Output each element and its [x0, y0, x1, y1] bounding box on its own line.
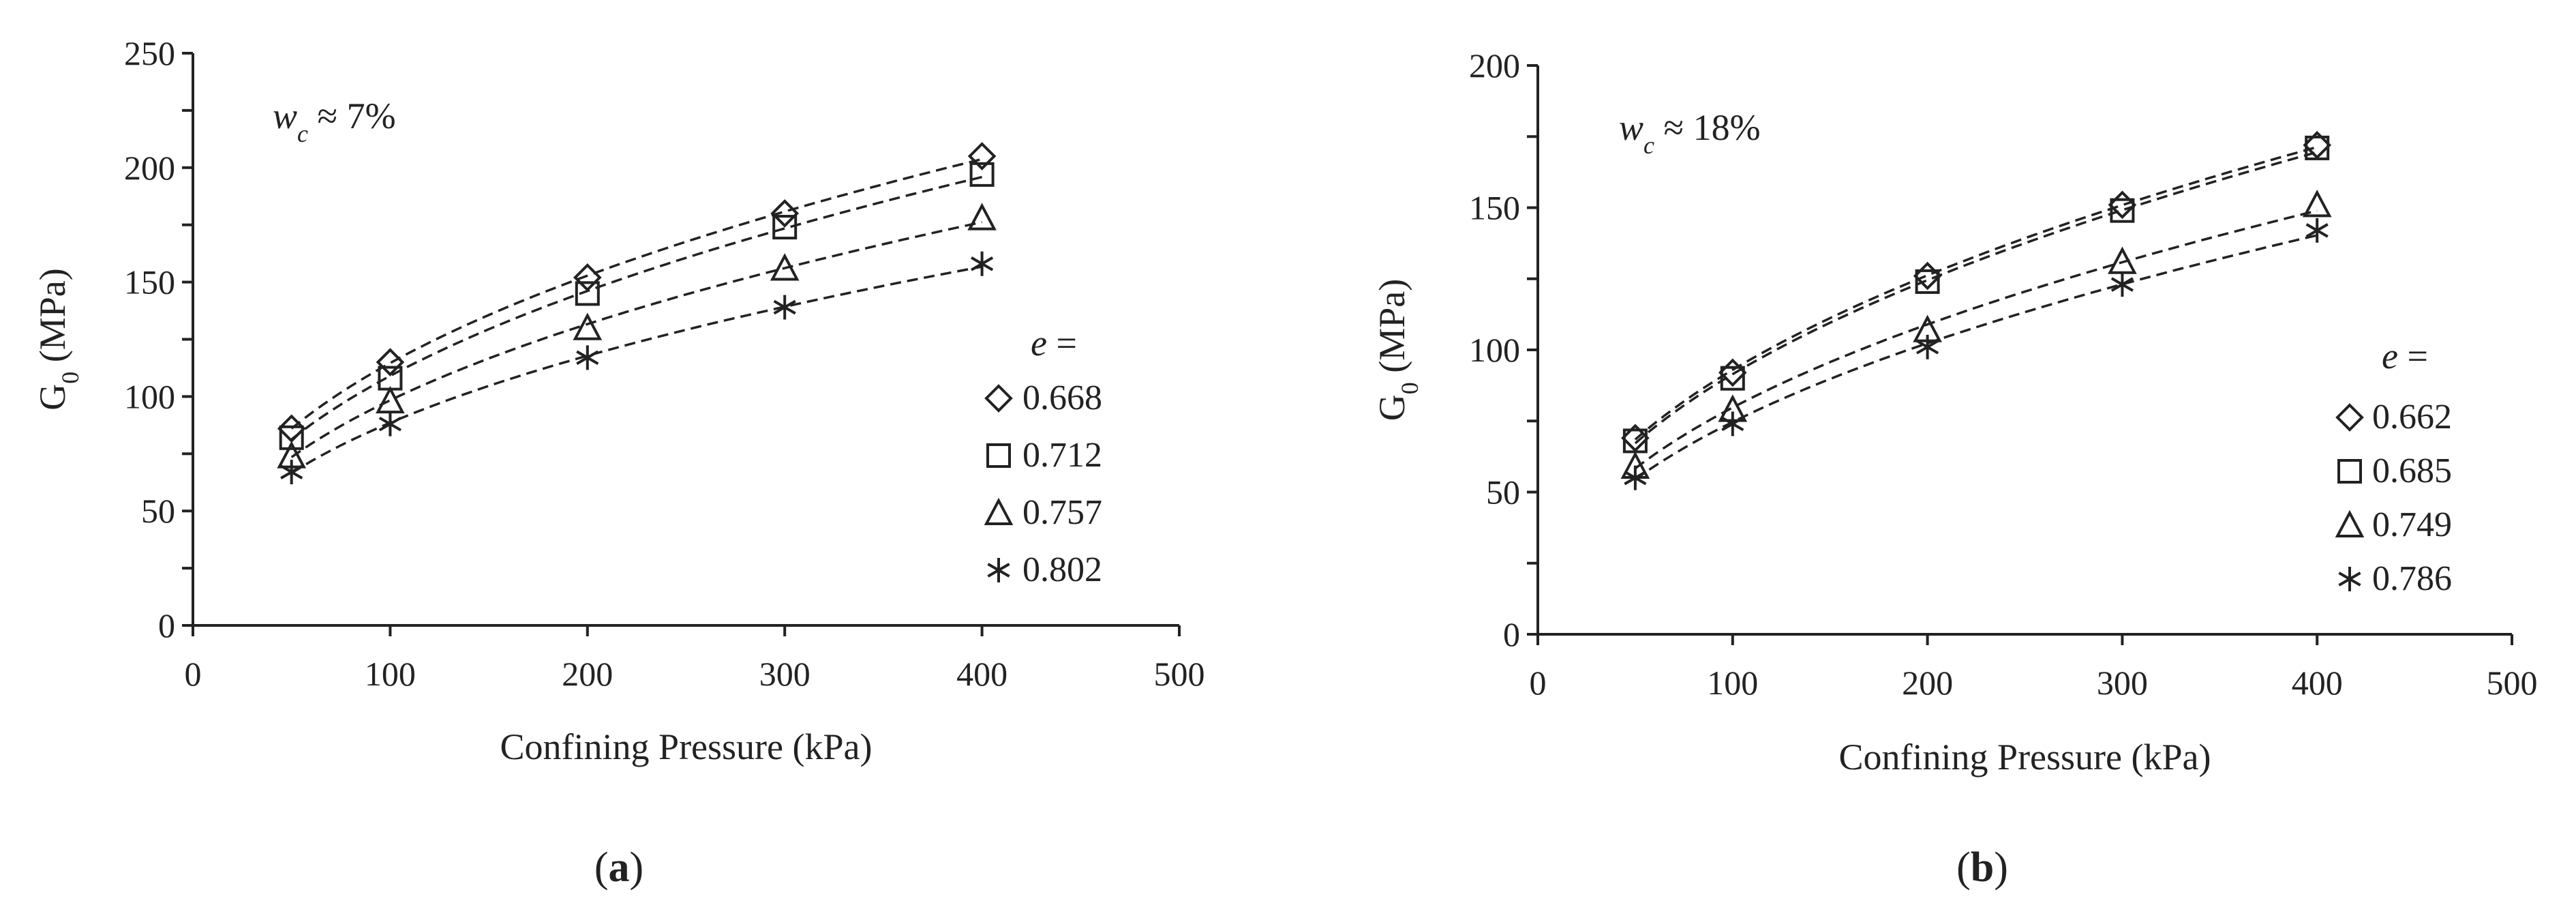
series-0.757: [277, 203, 997, 469]
trendline: [290, 175, 983, 441]
x-tick-label: 400: [956, 655, 1007, 693]
panel-label: (a): [594, 844, 643, 891]
legend-marker: [2335, 403, 2364, 432]
x-tick-label: 500: [1154, 655, 1205, 693]
data-point: [573, 263, 602, 292]
legend-label: 0.712: [1022, 436, 1102, 475]
moisture-annotation: wc ≈ 7%: [273, 95, 396, 147]
legend-label: 0.786: [2372, 559, 2452, 598]
y-tick-label: 50: [1486, 473, 1520, 512]
legend-label: 0.668: [1022, 379, 1102, 417]
data-point: [1621, 424, 1650, 453]
series-0.802: [280, 251, 994, 485]
data-point: [2110, 198, 2135, 223]
legend-title: e =: [1031, 323, 1077, 364]
data-point: [376, 348, 405, 376]
data-point: [2305, 135, 2330, 160]
y-tick-label: 0: [158, 606, 175, 645]
x-tick-label: 0: [185, 655, 202, 693]
trendline: [1634, 209, 2318, 470]
data-point: [279, 425, 304, 450]
y-axis-title: G0 (MPa): [1372, 279, 1423, 421]
y-axis-title: G0 (MPa): [32, 268, 84, 410]
data-point: [573, 312, 603, 340]
legend-marker: [984, 384, 1013, 413]
legend-marker: [986, 443, 1011, 468]
legend-label: 0.749: [2372, 505, 2452, 544]
trendline: [1634, 145, 2318, 441]
series-0.685: [1622, 135, 2330, 454]
moisture-annotation: wc ≈ 18%: [1619, 107, 1761, 159]
trendline: [290, 265, 982, 475]
data-point: [770, 253, 800, 281]
series-0.749: [1620, 190, 2332, 479]
data-point: [1721, 411, 1744, 436]
trendline: [290, 158, 983, 430]
series-0.786: [1624, 218, 2329, 490]
y-tick-label: 50: [141, 492, 175, 530]
data-point: [1720, 366, 1745, 391]
legend-label: 0.662: [2372, 398, 2452, 436]
legend-marker: [2337, 459, 2362, 484]
data-point: [2303, 130, 2332, 160]
legend-marker: [987, 558, 1010, 582]
panel-label: (b): [1956, 844, 2008, 891]
data-point: [2305, 218, 2329, 243]
data-point: [576, 345, 599, 370]
chart-panel-a: 0 50 100 150 200 250 0 100 200 300 400 500 Confining…: [32, 34, 1205, 891]
chart-panel-b: 0 50 100 150 200 0 100 200 300 400 500 Confining Pr…: [1372, 46, 2538, 891]
data-point: [772, 215, 798, 240]
y-tick-label: 150: [1469, 189, 1520, 227]
data-point: [2110, 272, 2134, 297]
data-point: [971, 251, 994, 276]
legend-title: e =: [2382, 336, 2428, 376]
data-point: [770, 199, 800, 228]
data-point: [1915, 269, 1940, 294]
x-tick-label: 400: [2292, 664, 2343, 702]
legend-marker: [2335, 509, 2365, 537]
y-tick-label: 200: [1469, 46, 1520, 85]
x-tick-label: 200: [1902, 664, 1953, 702]
data-point: [2302, 190, 2332, 218]
y-tick-label: 100: [124, 377, 175, 415]
y-tick-label: 200: [124, 149, 175, 187]
data-point: [376, 385, 405, 414]
y-tick-label: 250: [124, 34, 175, 72]
x-axis-title: Confining Pressure (kPa): [1839, 737, 2211, 778]
data-point: [969, 162, 995, 187]
data-point: [575, 281, 600, 306]
data-point: [1624, 465, 1647, 490]
legend-label: 0.685: [2372, 451, 2452, 490]
data-point: [378, 411, 401, 436]
x-tick-label: 300: [759, 655, 810, 693]
x-tick-label: 0: [1530, 664, 1547, 702]
legend-label: 0.802: [1022, 550, 1102, 589]
legend-marker: [2338, 567, 2361, 591]
data-point: [1718, 358, 1747, 387]
x-tick-label: 100: [365, 655, 416, 693]
y-tick-label: 100: [1469, 331, 1520, 369]
x-tick-label: 100: [1707, 664, 1758, 702]
x-tick-label: 300: [2097, 664, 2148, 702]
data-point: [773, 295, 796, 320]
trendline: [290, 220, 982, 458]
data-point: [967, 142, 997, 171]
x-tick-label: 200: [562, 655, 613, 693]
data-point: [280, 460, 303, 485]
legend-marker: [984, 497, 1014, 525]
series-0.712: [279, 162, 995, 450]
legend-label: 0.757: [1022, 493, 1102, 532]
x-axis-title: Confining Pressure (kPa): [500, 726, 873, 767]
data-point: [967, 203, 997, 231]
y-tick-label: 0: [1503, 615, 1520, 653]
data-point: [1916, 334, 1939, 359]
trendline: [1634, 234, 2318, 481]
y-tick-label: 150: [124, 263, 175, 301]
trendline: [1634, 151, 2318, 445]
x-tick-label: 500: [2487, 664, 2538, 702]
